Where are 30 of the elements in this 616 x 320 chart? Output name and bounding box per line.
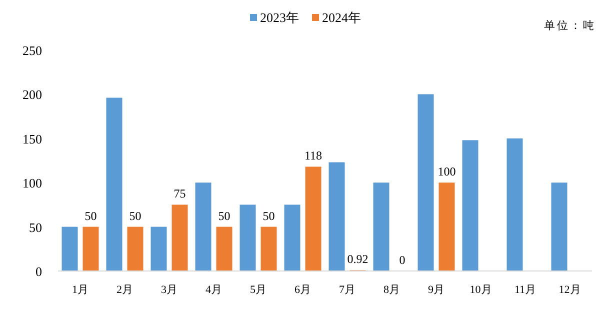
y-tick-label: 50 [29, 220, 42, 235]
data-label: 50 [129, 208, 142, 223]
y-tick-label: 200 [22, 87, 42, 102]
data-label: 50 [84, 208, 97, 223]
data-label: 50 [218, 208, 230, 223]
text: 单位：吨 [544, 19, 596, 32]
x-tick-label: 12月 [558, 284, 581, 296]
data-label: 0 [399, 253, 406, 267]
x-tick-label: 3月 [161, 284, 178, 296]
y-tick-label: 250 [22, 43, 42, 58]
data-label: 75 [174, 186, 186, 201]
data-label: 0.92 [347, 252, 368, 266]
x-tick-label: 5月 [250, 284, 266, 296]
x-tick-label: 6月 [294, 284, 311, 296]
x-tick-label: 7月 [339, 284, 356, 296]
data-label: 118 [304, 148, 322, 163]
x-tick-label: 9月 [428, 284, 444, 296]
x-tick-label: 8月 [384, 284, 400, 296]
data-label: 100 [438, 164, 456, 179]
y-tick-label: 150 [22, 131, 42, 146]
legend-label: 2023年 [260, 10, 299, 25]
y-tick-label: 0 [36, 264, 42, 279]
x-tick-label: 2月 [116, 284, 133, 296]
y-tick-label: 100 [22, 176, 42, 191]
data-label: 50 [262, 208, 275, 223]
x-tick-label: 4月 [206, 284, 222, 296]
x-tick-label: 1月 [72, 284, 88, 296]
x-tick-label: 10月 [470, 284, 492, 296]
x-tick-label: 11月 [514, 284, 536, 296]
legend-label: 2024年 [322, 10, 361, 25]
